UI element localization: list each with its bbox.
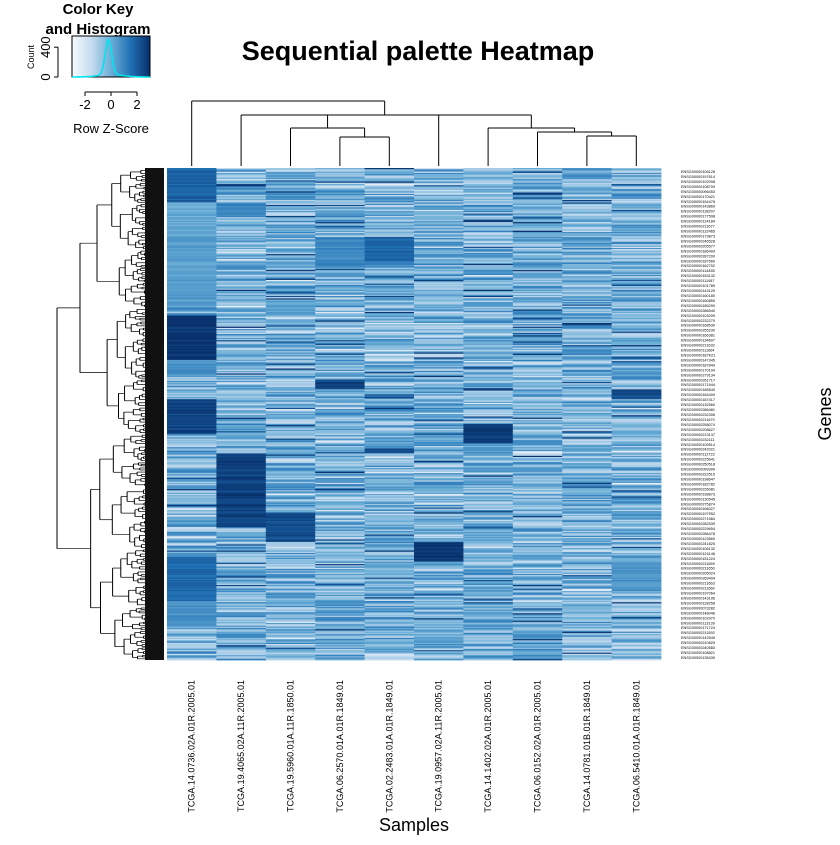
color-key-x-tick-label: -2 <box>79 97 91 112</box>
color-key-xlabel: Row Z-Score <box>73 121 149 136</box>
color-key-title-line1: Color Key <box>63 1 135 18</box>
column-dendrogram <box>192 101 637 166</box>
color-key-ylabel: Count <box>26 45 36 70</box>
color-key: Color Key and Histogram -2 0 2 0 400 Count R… <box>26 1 151 136</box>
color-key-gradient <box>72 36 150 77</box>
color-key-title-line2: and Histogram <box>45 21 150 38</box>
color-key-x-tick-label: 2 <box>133 97 140 112</box>
heatmap-body <box>167 168 661 660</box>
color-key-y-tick-label: 400 <box>38 36 53 58</box>
chart-title: Sequential palette Heatmap <box>242 36 595 66</box>
color-key-x-tick-label: 0 <box>107 97 114 112</box>
color-key-y-tick-label: 0 <box>38 73 53 80</box>
